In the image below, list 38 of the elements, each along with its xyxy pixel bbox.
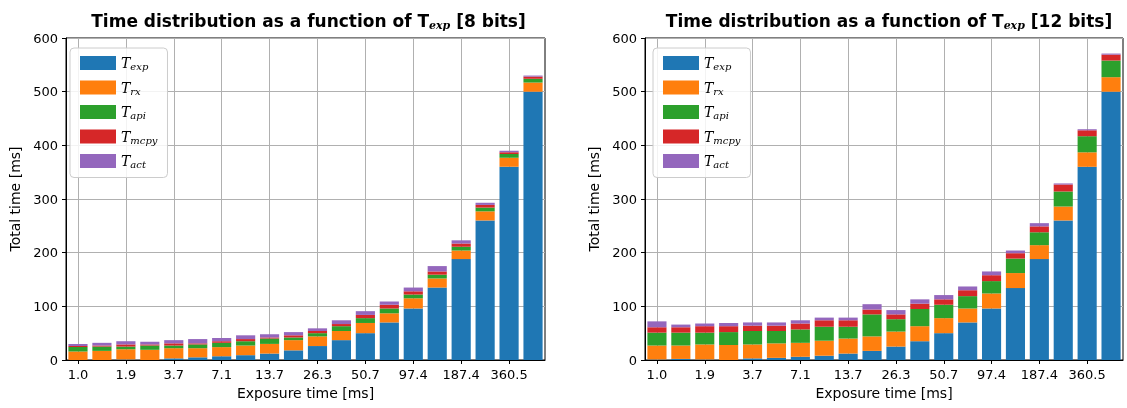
y-tick-label: 0 <box>49 352 58 368</box>
y-tick-label: 400 <box>33 137 58 153</box>
x-tick-label: 3.7 <box>163 367 185 382</box>
y-tick-label: 100 <box>612 298 637 314</box>
x-tick-label: 13.7 <box>255 367 285 382</box>
x-tick-label: 360.5 <box>490 367 528 382</box>
x-tick-label: 13.7 <box>833 367 863 382</box>
y-tick-label: 400 <box>612 137 637 153</box>
x-tick-label: 97.4 <box>977 367 1007 382</box>
y-tick-label: 300 <box>612 191 637 207</box>
x-tick-label: 1.0 <box>67 367 89 382</box>
x-tick-label: 7.1 <box>211 367 233 382</box>
x-tick-label: 26.3 <box>303 367 332 382</box>
x-tick-label: 7.1 <box>790 367 811 382</box>
x-tick-label: 187.4 <box>442 367 480 382</box>
y-tick-label: 500 <box>33 84 58 100</box>
x-axis-title: Exposure time [ms] <box>815 385 953 401</box>
y-tick-label: 600 <box>33 30 58 46</box>
y-tick-label: 500 <box>612 84 637 100</box>
y-tick-label: 300 <box>33 191 58 207</box>
x-tick-label: 1.9 <box>694 367 716 382</box>
x-tick-label: 50.7 <box>929 367 959 382</box>
y-tick-label: 600 <box>612 30 637 46</box>
x-tick-label: 360.5 <box>1068 367 1106 382</box>
x-tick-label: 187.4 <box>1020 367 1058 382</box>
x-axis-title: Exposure time [ms] <box>236 385 375 401</box>
y-tick-label: 200 <box>33 245 58 261</box>
x-tick-label: 97.4 <box>398 367 428 382</box>
y-axis-title: Total time [ms] <box>7 146 23 253</box>
x-tick-label: 26.3 <box>881 367 911 382</box>
y-axis-title: Total time [ms] <box>586 146 602 253</box>
x-tick-label: 50.7 <box>350 367 380 382</box>
x-tick-label: 3.7 <box>742 367 763 382</box>
y-tick-label: 100 <box>33 298 58 314</box>
y-tick-label: 200 <box>612 245 637 261</box>
x-tick-label: 1.9 <box>115 367 137 382</box>
y-tick-label: 0 <box>628 352 637 368</box>
x-tick-label: 1.0 <box>646 367 668 382</box>
